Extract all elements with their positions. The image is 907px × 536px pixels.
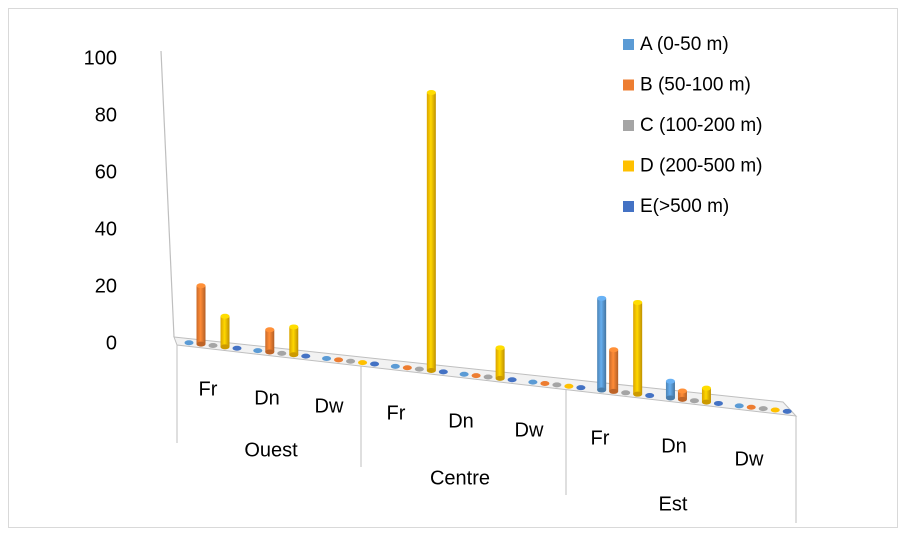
bar xyxy=(609,347,619,394)
bar xyxy=(713,400,723,406)
bar xyxy=(289,324,299,358)
x-category-label: Fr xyxy=(387,402,406,424)
x-category-label: Dn xyxy=(661,435,687,457)
y-tick-label: 0 xyxy=(106,332,117,354)
bar xyxy=(576,385,586,391)
y-tick-label: 80 xyxy=(95,104,117,126)
bar xyxy=(621,390,631,396)
bar xyxy=(507,377,517,383)
bar xyxy=(426,90,436,374)
y-tick-label: 40 xyxy=(95,218,117,240)
legend-swatch xyxy=(623,79,634,91)
bar xyxy=(346,358,356,364)
legend-swatch xyxy=(623,120,634,131)
bar xyxy=(597,295,607,393)
bar xyxy=(552,382,562,388)
bar xyxy=(677,388,687,402)
legend-item: A (0-50 m) xyxy=(623,34,729,55)
bar xyxy=(358,360,368,366)
bar xyxy=(301,353,311,359)
bar xyxy=(540,381,550,387)
wall-line xyxy=(160,50,175,338)
bar xyxy=(758,406,768,412)
bar xyxy=(782,408,792,414)
legend-item: E(>500 m) xyxy=(623,196,729,217)
bar xyxy=(645,393,655,399)
x-category-label: Dn xyxy=(254,387,280,409)
bar xyxy=(334,357,344,363)
bar xyxy=(277,350,287,356)
legend-swatch xyxy=(623,39,634,50)
x-category-label: Fr xyxy=(199,378,218,400)
bar xyxy=(564,383,574,389)
x-category-label: Dw xyxy=(735,448,764,470)
bars-layer xyxy=(184,90,792,414)
bar xyxy=(633,299,643,397)
y-axis-ticks: 100 80 60 40 20 0 xyxy=(84,47,117,354)
bar xyxy=(438,369,448,375)
legend-swatch xyxy=(623,201,634,212)
bar xyxy=(701,385,711,405)
bar xyxy=(459,371,469,377)
x-category-label: Dw xyxy=(515,419,544,441)
legend-item: C (100-200 m) xyxy=(623,115,763,136)
bar xyxy=(196,283,206,347)
y-tick-label: 100 xyxy=(84,47,117,69)
bar xyxy=(483,374,493,380)
bar xyxy=(746,404,756,410)
chart-frame: 100 80 60 40 20 0 Fr Dn Dw Fr Dn Dw Fr Dn Dw Ouest Cent… xyxy=(8,8,898,528)
legend-label: C (100-200 m) xyxy=(640,115,763,136)
bar xyxy=(253,348,263,354)
y-tick-label: 20 xyxy=(95,275,117,297)
x-group-label: Ouest xyxy=(244,439,298,461)
bar xyxy=(770,407,780,413)
bar xyxy=(689,398,699,404)
bar xyxy=(471,373,481,379)
legend-label: B (50-100 m) xyxy=(640,75,751,96)
bar xyxy=(220,313,230,350)
x-group-label: Centre xyxy=(430,467,490,489)
bar xyxy=(495,345,505,381)
bar xyxy=(402,365,412,371)
bar xyxy=(528,379,538,385)
bar xyxy=(734,403,744,409)
legend-label: D (200-500 m) xyxy=(640,156,763,177)
legend-label: A (0-50 m) xyxy=(640,34,729,55)
bar xyxy=(208,342,218,348)
bar xyxy=(265,327,275,355)
bar xyxy=(390,363,400,369)
bar xyxy=(414,366,424,372)
legend-label: E(>500 m) xyxy=(640,196,729,217)
legend: A (0-50 m) B (50-100 m) C (100-200 m) D (20… xyxy=(623,34,763,217)
legend-item: D (200-500 m) xyxy=(623,156,763,177)
bar xyxy=(232,345,242,351)
bar xyxy=(322,355,332,361)
x-axis-categories: Fr Dn Dw Fr Dn Dw Fr Dn Dw Ouest Centre Est xyxy=(199,378,764,515)
x-category-label: Dw xyxy=(315,395,344,417)
legend-item: B (50-100 m) xyxy=(623,75,751,96)
x-category-label: Dn xyxy=(448,410,474,432)
bar xyxy=(370,361,380,367)
legend-swatch xyxy=(623,160,634,172)
x-category-label: Fr xyxy=(591,427,610,449)
y-tick-label: 60 xyxy=(95,161,117,183)
bar xyxy=(184,340,194,346)
chart-canvas: 100 80 60 40 20 0 Fr Dn Dw Fr Dn Dw Fr Dn Dw Ouest Cent… xyxy=(84,34,798,523)
bar xyxy=(665,378,675,401)
x-group-label: Est xyxy=(659,493,688,515)
